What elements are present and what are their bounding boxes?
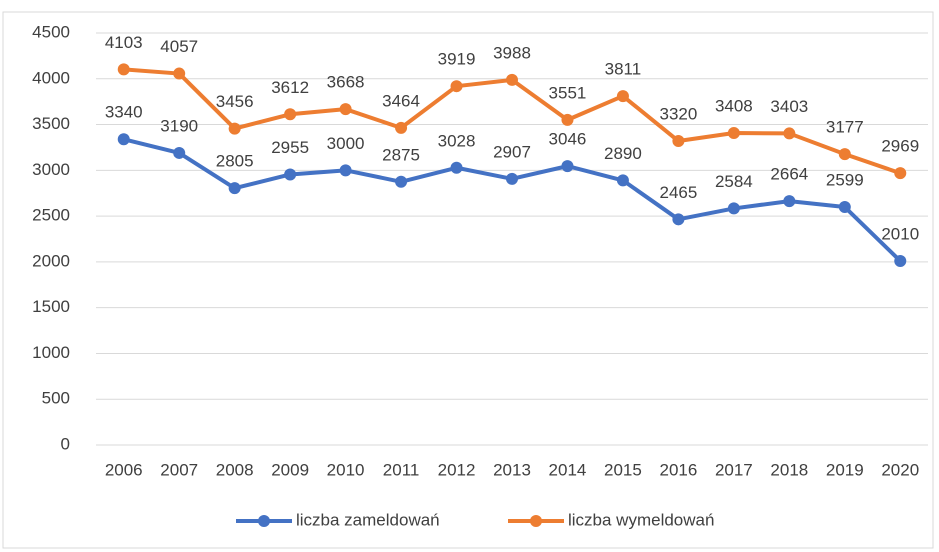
data-label: 3340 (105, 103, 143, 122)
point (727, 126, 740, 139)
y-tick-label: 1000 (32, 343, 70, 362)
legend-marker (530, 515, 542, 527)
y-tick-label: 4000 (32, 68, 70, 87)
point (284, 108, 297, 121)
x-tick-label: 2012 (438, 460, 476, 479)
data-label: 3177 (826, 118, 864, 137)
x-tick-label: 2020 (881, 460, 919, 479)
data-label: 3456 (216, 92, 254, 111)
x-tick-label: 2010 (327, 460, 365, 479)
point (838, 201, 851, 214)
x-tick-label: 2009 (271, 460, 309, 479)
data-label: 2010 (881, 224, 919, 243)
x-tick-label: 2019 (826, 460, 864, 479)
x-tick-label: 2008 (216, 460, 254, 479)
data-label: 3988 (493, 43, 531, 62)
data-label: 2465 (659, 183, 697, 202)
data-label: 3046 (549, 130, 587, 149)
point (727, 202, 740, 215)
point (450, 161, 463, 174)
data-label: 2875 (382, 145, 420, 164)
point (894, 167, 907, 180)
point (616, 90, 629, 103)
data-label: 2969 (881, 137, 919, 156)
point (339, 164, 352, 177)
data-label: 3668 (327, 73, 365, 92)
y-tick-label: 3500 (32, 114, 70, 133)
point (395, 175, 408, 188)
y-tick-label: 0 (61, 434, 70, 453)
data-label: 2599 (826, 171, 864, 190)
legend-marker (258, 515, 270, 527)
legend-label: liczba wymeldowań (568, 510, 714, 529)
data-label: 2664 (770, 165, 808, 184)
point (284, 168, 297, 181)
point (894, 254, 907, 267)
point (561, 113, 574, 126)
x-tick-label: 2011 (383, 460, 420, 479)
x-tick-label: 2017 (715, 460, 753, 479)
data-label: 2907 (493, 142, 531, 161)
data-label: 4103 (105, 33, 143, 52)
data-label: 3612 (271, 78, 309, 97)
x-tick-label: 2016 (659, 460, 697, 479)
data-label: 3403 (770, 97, 808, 116)
point (395, 121, 408, 134)
point (117, 133, 130, 146)
data-label: 2805 (216, 152, 254, 171)
point (783, 195, 796, 208)
point (173, 67, 186, 80)
data-label: 3551 (549, 83, 587, 102)
point (838, 148, 851, 161)
data-label: 3190 (160, 116, 198, 135)
point (450, 80, 463, 93)
x-tick-label: 2013 (493, 460, 531, 479)
data-label: 3464 (382, 91, 420, 110)
y-tick-label: 500 (42, 389, 70, 408)
y-tick-label: 4500 (32, 22, 70, 41)
point (672, 213, 685, 226)
point (672, 135, 685, 148)
data-label: 3028 (438, 131, 476, 150)
x-tick-label: 2006 (105, 460, 143, 479)
x-tick-label: 2015 (604, 460, 642, 479)
chart-frame (2, 11, 934, 549)
point (339, 103, 352, 116)
data-label: 3000 (327, 134, 365, 153)
data-label: 4057 (160, 37, 198, 56)
point (117, 63, 130, 76)
y-tick-label: 2500 (32, 206, 70, 225)
data-label: 2955 (271, 138, 309, 157)
y-tick-label: 1500 (32, 297, 70, 316)
point (783, 127, 796, 140)
data-label: 2890 (604, 144, 642, 163)
point (506, 172, 518, 185)
data-label: 2584 (715, 172, 753, 191)
data-label: 3811 (605, 60, 642, 79)
y-tick-label: 2000 (32, 251, 70, 270)
point (506, 73, 518, 86)
point (616, 174, 629, 187)
data-label: 3408 (715, 96, 753, 115)
point (228, 122, 241, 135)
point (173, 146, 186, 159)
data-label: 3320 (659, 105, 697, 124)
x-tick-label: 2014 (549, 460, 587, 479)
legend-label: liczba zameldowań (296, 510, 440, 529)
point (228, 182, 241, 195)
data-label: 3919 (438, 50, 476, 69)
x-tick-label: 2018 (770, 460, 808, 479)
point (561, 160, 574, 173)
x-tick-label: 2007 (160, 460, 198, 479)
y-tick-label: 3000 (32, 160, 70, 179)
